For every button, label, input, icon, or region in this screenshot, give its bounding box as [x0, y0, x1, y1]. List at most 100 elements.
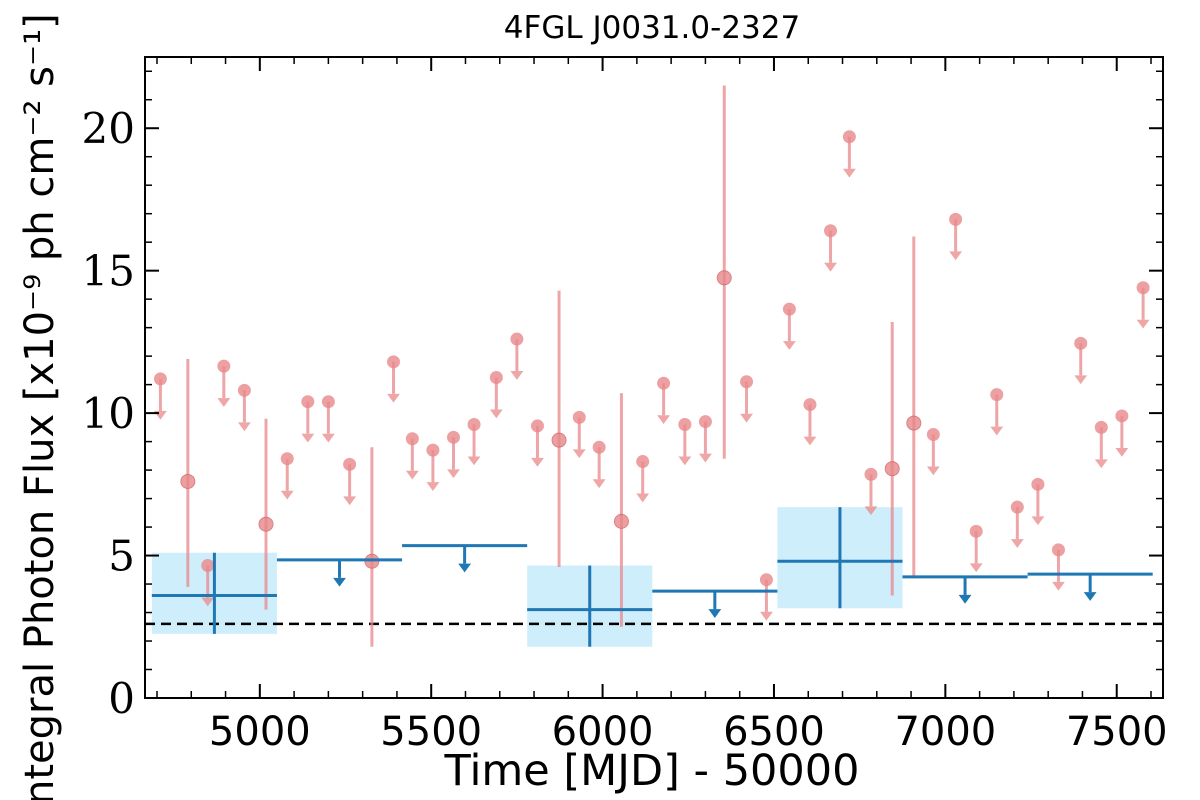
- short-bin-upper-limit-point: [426, 443, 440, 457]
- short-bin-upper-limit-point: [153, 372, 167, 386]
- short-bin-upper-limit-point: [405, 432, 419, 446]
- short-bin-upper-limit-arrow-head: [301, 433, 315, 443]
- short-bin-upper-limit-point: [1074, 336, 1088, 350]
- short-bin-upper-limit-point: [678, 418, 692, 432]
- short-bin-upper-limit-point: [1115, 409, 1129, 423]
- short-bin-upper-limit-arrow-head: [1010, 539, 1024, 548]
- short-bin-upper-limit-point: [1136, 281, 1150, 295]
- x-tick-label: 6500: [723, 709, 825, 755]
- x-tick-label: 5500: [380, 709, 482, 755]
- short-bin-upper-limit-arrow-head: [760, 611, 773, 621]
- y-tick-label: 10: [82, 389, 135, 438]
- y-axis-label: Integral Photon Flux [x10⁻⁹ ph cm⁻² s⁻¹]: [17, 13, 63, 800]
- short-bin-point: [613, 513, 629, 529]
- short-bin-layer: [153, 85, 1150, 647]
- short-bin-upper-limit-arrow-head: [238, 422, 251, 432]
- short-bin-upper-limit-arrow-head: [510, 371, 524, 380]
- short-bin-upper-limit-point: [864, 467, 878, 481]
- x-axis-label: Time [MJD] - 50000: [444, 746, 860, 796]
- short-bin-upper-limit-arrow-head: [1052, 581, 1065, 591]
- short-bin-upper-limit-point: [1094, 420, 1108, 434]
- chart-title: 4FGL J0031.0-2327: [504, 10, 800, 46]
- plot-frame: [144, 56, 1164, 699]
- long-bin-layer: [151, 507, 1153, 647]
- long-bin-upper-limit-arrow-head: [333, 577, 346, 587]
- short-bin-point: [180, 473, 196, 489]
- long-bin-upper-limit-arrow-head: [958, 594, 972, 604]
- short-bin-upper-limit-point: [803, 398, 817, 412]
- short-bin-upper-limit-arrow-head: [1094, 459, 1108, 469]
- long-bin-upper-limit-arrow-head: [1083, 592, 1097, 601]
- y-tick-label: 5: [108, 532, 135, 581]
- x-tick-label: 7000: [894, 709, 996, 755]
- short-bin-upper-limit-arrow-head: [467, 456, 481, 466]
- short-bin-upper-limit-point: [698, 415, 712, 429]
- short-bin-upper-limit-point: [530, 419, 544, 433]
- short-bin-upper-limit-point: [489, 371, 503, 384]
- y-tick-label: 0: [108, 674, 135, 723]
- short-bin-upper-limit-point: [1031, 477, 1045, 491]
- short-bin-upper-limit-arrow-head: [657, 415, 670, 424]
- short-bin-upper-limit-point: [759, 573, 773, 587]
- short-bin-upper-limit-point: [343, 457, 357, 471]
- short-bin-upper-limit-point: [969, 524, 983, 538]
- short-bin-upper-limit-arrow-head: [636, 493, 650, 503]
- short-bin-upper-limit-arrow-head: [842, 168, 856, 178]
- short-bin-upper-limit-arrow-head: [531, 457, 544, 467]
- axes-layer: [144, 56, 1164, 699]
- long-bin-upper-limit-arrow-head: [708, 609, 722, 618]
- short-bin-upper-limit-point: [467, 418, 481, 432]
- short-bin-upper-limit-arrow-head: [447, 469, 460, 479]
- short-bin-upper-limit-arrow-head: [803, 436, 817, 446]
- short-bin-point: [258, 516, 274, 532]
- short-bin-upper-limit-arrow-head: [864, 506, 878, 516]
- short-bin-upper-limit-arrow-head: [592, 479, 606, 489]
- x-tick-label: 6000: [552, 709, 654, 755]
- short-bin-upper-limit-point: [1010, 500, 1024, 514]
- short-bin-point: [906, 415, 922, 431]
- short-bin-upper-limit-point: [1051, 543, 1065, 557]
- short-bin-upper-limit-arrow-head: [201, 597, 215, 607]
- short-bin-upper-limit-arrow-head: [217, 398, 231, 407]
- short-bin-upper-limit-arrow-head: [1136, 319, 1150, 329]
- short-bin-upper-limit-point: [657, 376, 671, 390]
- x-tick-label: 7500: [1066, 709, 1168, 755]
- long-bin-upper-limit-arrow-head: [458, 563, 472, 573]
- short-bin-upper-limit-arrow-head: [699, 453, 712, 463]
- short-bin-upper-limit-point: [949, 212, 963, 226]
- short-bin-upper-limit-point: [926, 427, 940, 441]
- short-bin-upper-limit-point: [446, 430, 460, 444]
- short-bin-upper-limit-point: [201, 559, 215, 573]
- short-bin-upper-limit-point: [842, 130, 856, 144]
- short-bin-upper-limit-point: [387, 355, 401, 369]
- short-bin-upper-limit-point: [280, 452, 294, 466]
- short-bin-point: [716, 270, 732, 286]
- short-bin-upper-limit-arrow-head: [321, 433, 335, 443]
- y-tick-label: 20: [82, 104, 135, 153]
- short-bin-point: [884, 461, 900, 477]
- short-bin-upper-limit-point: [321, 395, 335, 409]
- short-bin-upper-limit-point: [592, 440, 606, 454]
- short-bin-upper-limit-point: [217, 359, 231, 373]
- short-bin-upper-limit-arrow-head: [387, 393, 400, 403]
- short-bin-upper-limit-point: [636, 455, 650, 469]
- tick-layer: 5000 5500 6000 6500 7000 7500 0 5 10 15 20: [82, 57, 1168, 755]
- short-bin-upper-limit-point: [301, 395, 315, 409]
- short-bin-upper-limit-point: [782, 302, 796, 316]
- short-bin-upper-limit-arrow-head: [740, 413, 753, 423]
- short-bin-upper-limit-arrow-head: [489, 409, 503, 419]
- short-bin-upper-limit-point: [990, 388, 1004, 402]
- short-bin-upper-limit-arrow-head: [1031, 516, 1045, 526]
- short-bin-upper-limit-arrow-head: [343, 496, 357, 506]
- short-bin-upper-limit-point: [824, 224, 838, 238]
- short-bin-upper-limit-arrow-head: [949, 251, 963, 261]
- short-bin-upper-limit-arrow-head: [824, 262, 837, 272]
- short-bin-upper-limit-arrow-head: [678, 456, 692, 466]
- short-bin-upper-limit-arrow-head: [405, 470, 419, 480]
- short-bin-point: [551, 432, 567, 448]
- short-bin-upper-limit-arrow-head: [969, 563, 983, 573]
- short-bin-upper-limit-arrow-head: [280, 490, 294, 500]
- short-bin-upper-limit-point: [237, 383, 251, 397]
- y-tick-label: 15: [82, 247, 135, 296]
